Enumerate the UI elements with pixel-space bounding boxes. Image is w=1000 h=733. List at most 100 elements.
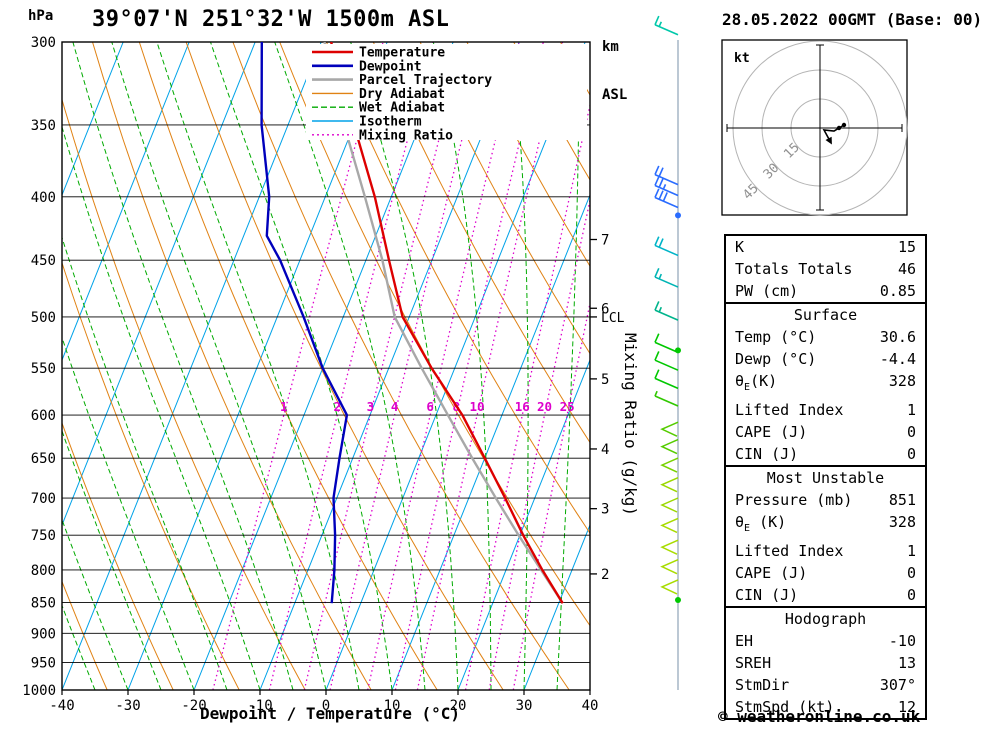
row-label: θE(K) xyxy=(735,372,778,393)
svg-text:650: 650 xyxy=(31,451,56,467)
row-label: CAPE (J) xyxy=(735,423,808,441)
row-value: 1 xyxy=(906,401,916,419)
row-value: 851 xyxy=(888,491,916,509)
parcel-trace xyxy=(323,42,564,604)
table-row: CIN (J) 0 xyxy=(726,584,925,606)
svg-text:Temperature: Temperature xyxy=(359,46,445,61)
svg-text:2: 2 xyxy=(333,399,341,414)
row-value: 307° xyxy=(879,676,916,694)
table-row: PW (cm) 0.85 xyxy=(726,280,925,302)
page-title: 39°07'N 251°32'W 1500m ASL xyxy=(92,7,450,32)
altitude-unit-label: km ASL xyxy=(602,7,636,135)
table-hodograph: Hodograph EH -10 SREH 13 StmDir 307° StmSpd (kt… xyxy=(724,606,927,720)
svg-text:350: 350 xyxy=(31,118,56,134)
table-indices: K 15 Totals Totals 46 PW (cm) 0.85 xyxy=(724,234,927,304)
row-label: Lifted Index xyxy=(735,542,844,560)
svg-text:kt: kt xyxy=(734,51,750,66)
svg-text:800: 800 xyxy=(31,563,56,579)
row-label: Totals Totals xyxy=(735,260,853,278)
table-row: CAPE (J) 0 xyxy=(726,562,925,584)
table-row: SREH 13 xyxy=(726,652,925,674)
row-label: CAPE (J) xyxy=(735,564,808,582)
temp-axis-labels: -40 -30 -20 -10 0 10 20 30 40 xyxy=(49,690,598,714)
table-header: Most Unstable xyxy=(766,469,885,487)
svg-text:950: 950 xyxy=(31,655,56,671)
sounding-traces xyxy=(260,42,564,604)
svg-text:10: 10 xyxy=(470,399,485,414)
table-most-unstable: Most Unstable Pressure (mb) 851 θE (K) 328 Li… xyxy=(724,465,927,608)
row-label: PW (cm) xyxy=(735,282,799,300)
table-header: Hodograph xyxy=(784,610,867,628)
row-value: 15 xyxy=(897,238,916,256)
row-label: CIN (J) xyxy=(735,445,799,463)
svg-text:2: 2 xyxy=(601,567,609,583)
svg-text:7: 7 xyxy=(601,233,609,249)
svg-text:20: 20 xyxy=(450,698,467,714)
svg-text:400: 400 xyxy=(31,190,56,206)
svg-text:1: 1 xyxy=(280,399,288,414)
row-value: 46 xyxy=(897,260,916,278)
table-row: Temp (°C) 30.6 xyxy=(726,326,925,348)
table-row: Lifted Index 1 xyxy=(726,399,925,421)
row-label: Temp (°C) xyxy=(735,328,817,346)
row-label: θE (K) xyxy=(735,513,787,534)
svg-text:900: 900 xyxy=(31,626,56,642)
svg-text:Parcel Trajectory: Parcel Trajectory xyxy=(359,73,492,88)
svg-text:LCL: LCL xyxy=(601,311,625,326)
pressure-unit-label: hPa xyxy=(28,8,54,24)
row-label: EH xyxy=(735,632,754,650)
asl-label: ASL xyxy=(602,87,628,103)
svg-text:0: 0 xyxy=(322,698,330,714)
row-label: SREH xyxy=(735,654,772,672)
run-date: 28.05.2022 00GMT (Base: 00) xyxy=(722,10,983,29)
svg-text:4: 4 xyxy=(391,399,399,414)
table-surface: Surface Temp (°C) 30.6 Dewp (°C) -4.4 θE(K) 32… xyxy=(724,302,927,467)
row-value: 0 xyxy=(906,445,916,463)
row-label: K xyxy=(735,238,745,256)
svg-text:300: 300 xyxy=(31,35,56,51)
svg-text:Mixing Ratio: Mixing Ratio xyxy=(359,128,453,143)
table-row: CIN (J) 0 xyxy=(726,443,925,465)
svg-text:Mixing Ratio (g/kg): Mixing Ratio (g/kg) xyxy=(621,333,640,516)
row-value: 0 xyxy=(906,564,916,582)
svg-text:20: 20 xyxy=(537,399,552,414)
lcl-marker: LCL xyxy=(590,311,625,326)
row-value: -10 xyxy=(888,632,916,650)
svg-text:600: 600 xyxy=(31,408,56,424)
row-label: Dewp (°C) xyxy=(735,350,817,368)
row-value: 0 xyxy=(906,423,916,441)
svg-text:500: 500 xyxy=(31,310,56,326)
isotherm-lines xyxy=(62,42,590,690)
temperature-trace xyxy=(329,42,564,604)
km-axis: 7 6 5 4 3 2 xyxy=(590,233,609,583)
svg-text:Dewpoint: Dewpoint xyxy=(359,59,422,74)
row-label: Pressure (mb) xyxy=(735,491,853,509)
table-row: CAPE (J) 0 xyxy=(726,421,925,443)
svg-text:550: 550 xyxy=(31,361,56,377)
svg-text:700: 700 xyxy=(31,491,56,507)
svg-text:1000: 1000 xyxy=(22,683,56,699)
svg-text:Dry Adiabat: Dry Adiabat xyxy=(359,87,445,102)
row-value: 1 xyxy=(906,542,916,560)
wind-barb-column xyxy=(654,15,681,690)
svg-text:6: 6 xyxy=(601,301,609,317)
svg-text:Wet Adiabat: Wet Adiabat xyxy=(359,101,445,116)
svg-text:40: 40 xyxy=(582,698,599,714)
row-label: Lifted Index xyxy=(735,401,844,419)
dewpoint-trace xyxy=(260,42,349,604)
svg-text:3: 3 xyxy=(601,502,609,518)
svg-text:5: 5 xyxy=(601,372,609,388)
table-row: θE (K) 328 xyxy=(726,511,925,540)
table-row: θE(K) 328 xyxy=(726,370,925,399)
svg-text:450: 450 xyxy=(31,253,56,269)
svg-text:-10: -10 xyxy=(247,698,272,714)
svg-text:4: 4 xyxy=(601,442,609,458)
svg-text:16: 16 xyxy=(515,399,530,414)
mixing-ratio-axis-label: Mixing Ratio (g/kg) xyxy=(621,333,640,516)
row-value: 13 xyxy=(897,654,916,672)
row-value: 0.85 xyxy=(879,282,916,300)
row-value: 30.6 xyxy=(879,328,916,346)
table-row: StmDir 307° xyxy=(726,674,925,696)
